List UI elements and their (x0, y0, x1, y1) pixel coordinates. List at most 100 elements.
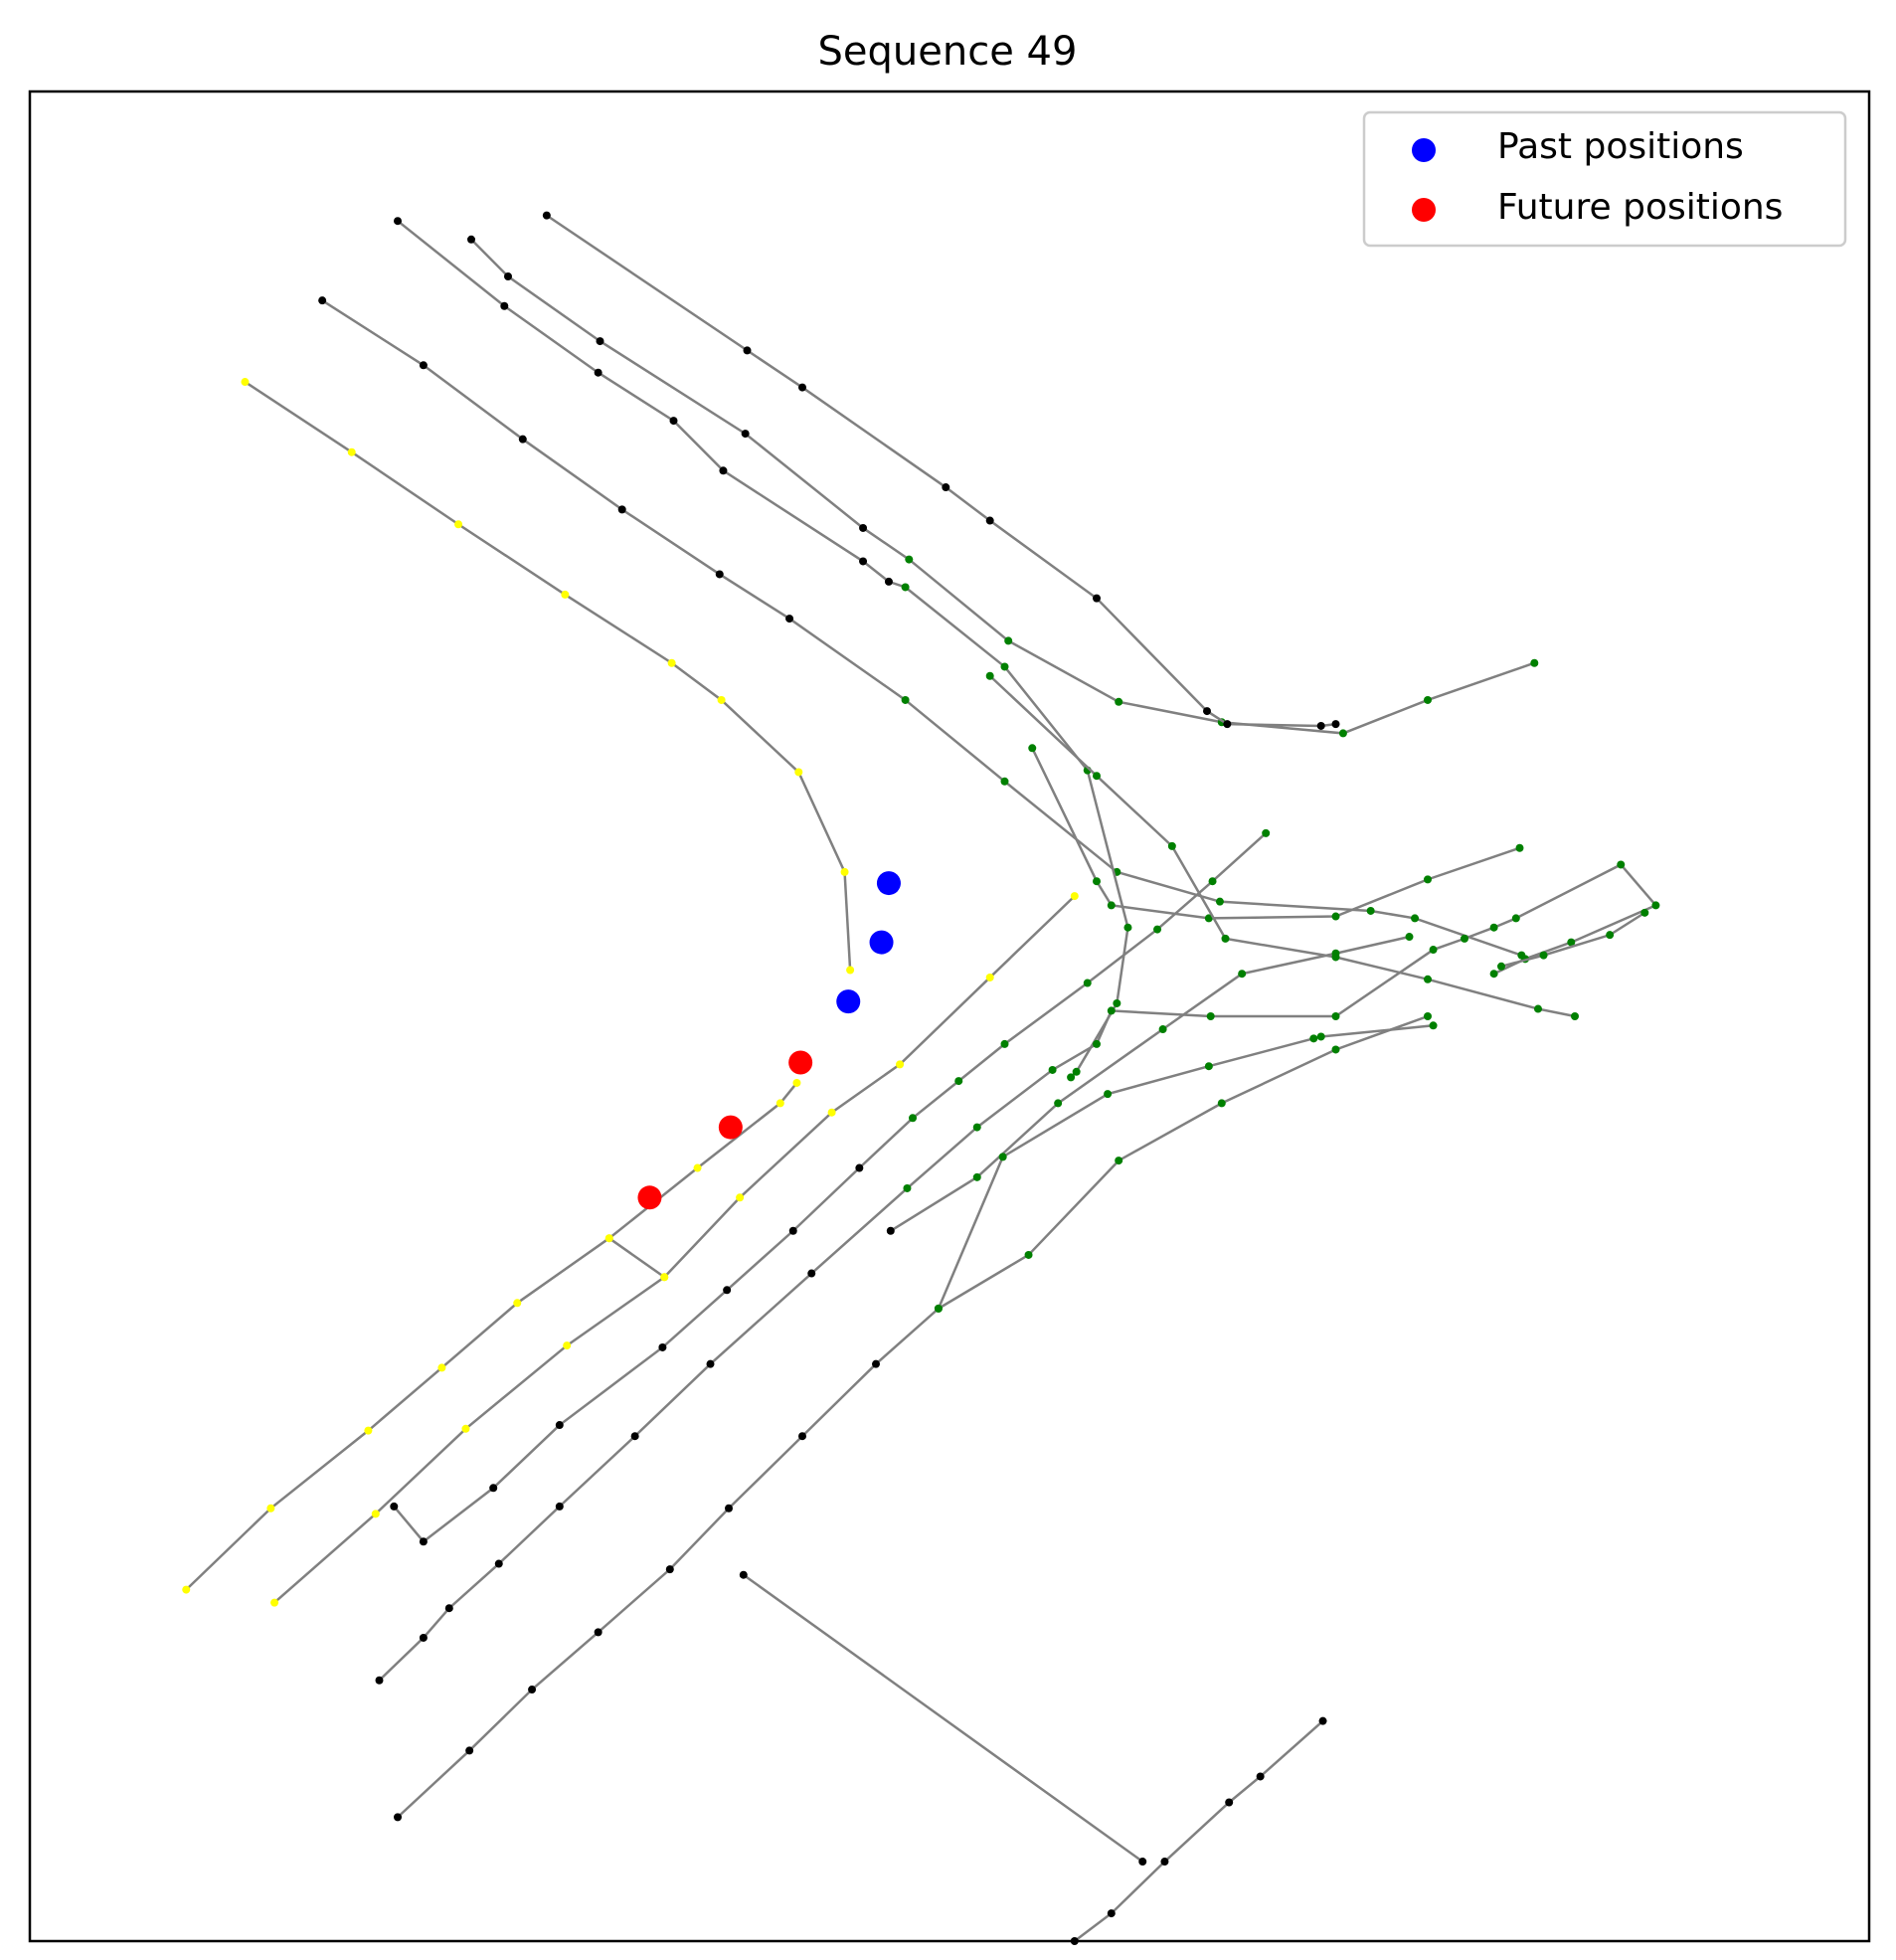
lane-node (1093, 877, 1101, 886)
lane-node (1093, 772, 1101, 781)
legend-box (1362, 110, 1847, 248)
lane-node (942, 483, 950, 492)
lane-node (555, 1502, 564, 1511)
lane-node (318, 296, 327, 305)
lane-node (1204, 1062, 1213, 1071)
lane-node (1515, 843, 1524, 852)
lane-node (1651, 901, 1660, 910)
lane-node (859, 557, 868, 566)
lane-node (1256, 1772, 1265, 1781)
lane-node (1206, 1012, 1215, 1020)
lane-node (1571, 1012, 1579, 1020)
lane-node (998, 1153, 1007, 1161)
lane-node (467, 235, 475, 244)
lane-node (972, 1172, 981, 1181)
lane-node (736, 1193, 745, 1202)
lane-node (1411, 914, 1420, 923)
lane-node (594, 1628, 603, 1637)
lane-node (706, 1359, 715, 1368)
lane-node (266, 1504, 275, 1513)
lane-node (1000, 662, 1009, 671)
lane-node (1028, 744, 1037, 753)
lane-node (903, 1183, 912, 1192)
lane-node (604, 1234, 613, 1243)
lane-polyline (608, 1237, 665, 1279)
lane-node (1424, 1012, 1432, 1020)
lane-polyline (1500, 911, 1645, 968)
lane-node (1115, 697, 1123, 706)
lane-node (419, 1537, 428, 1546)
lane-polyline (988, 674, 1576, 1018)
lane-node (901, 583, 910, 592)
trajectory-points (637, 871, 901, 1210)
lane-node (1160, 1858, 1169, 1867)
lane-node (270, 1598, 279, 1607)
legend-marker-future (1412, 198, 1436, 222)
lane-node (723, 1286, 732, 1295)
lane-node (1217, 1099, 1226, 1108)
lane-node (594, 368, 603, 377)
lane-node (1113, 998, 1121, 1007)
lane-node (1000, 1039, 1009, 1048)
lane-node (1539, 951, 1548, 960)
lane-polyline (378, 862, 1658, 1682)
lane-node (182, 1585, 191, 1594)
lane-node (954, 1077, 963, 1086)
lane-node (596, 337, 604, 346)
lane-node (1424, 875, 1432, 884)
lane-node (1107, 1006, 1116, 1015)
lane-node (1316, 1032, 1325, 1041)
lane-node (1331, 1045, 1340, 1054)
lane-polyline (1031, 747, 1520, 920)
lane-node (1489, 923, 1498, 932)
lane-node (419, 1633, 428, 1642)
lane-node (241, 378, 250, 387)
lane-node (394, 217, 402, 226)
lane-node (985, 516, 994, 525)
lane-node (658, 1342, 667, 1351)
lane-node (1153, 925, 1162, 934)
lane-node (846, 966, 855, 975)
lane-node (1331, 720, 1340, 729)
lane-node (725, 1504, 733, 1513)
lane-node (1204, 914, 1213, 923)
lane-node (437, 1363, 446, 1372)
future-position-point (788, 1050, 813, 1075)
lane-node (555, 1421, 564, 1430)
lane-node (1338, 729, 1347, 738)
lane-node (1024, 1250, 1033, 1259)
lane-node (1107, 901, 1116, 910)
past-position-point (836, 989, 861, 1014)
legend-label-past: Past positions (1497, 126, 1744, 167)
lane-node (741, 430, 750, 439)
past-position-point (876, 871, 901, 896)
lane-node (1238, 970, 1247, 979)
lane-node (364, 1426, 373, 1435)
lane-node (1318, 1716, 1327, 1725)
lane-node (1617, 860, 1626, 869)
past-position-point (869, 930, 894, 955)
lane-node (375, 1676, 384, 1685)
lane-node (985, 671, 994, 680)
lane-node (855, 1163, 864, 1172)
lane-polyline (890, 935, 1410, 1232)
lane-node (859, 523, 868, 532)
lane-node (1461, 934, 1468, 943)
future-position-point (718, 1115, 743, 1140)
lane-graph (182, 211, 1660, 1945)
lane-node (1070, 892, 1079, 901)
lane-node (905, 555, 914, 564)
lane-node (513, 1299, 522, 1308)
lane-node (1070, 1937, 1079, 1945)
lane-node (1158, 1025, 1167, 1034)
lane-node (1115, 1157, 1123, 1165)
lane-node (500, 301, 509, 310)
future-position-point (637, 1185, 662, 1210)
lane-node (1104, 1090, 1113, 1099)
lane-node (1316, 721, 1325, 730)
lane-node (1072, 1067, 1081, 1076)
lane-node (827, 1108, 836, 1117)
lane-node (909, 1114, 917, 1123)
lane-node (776, 1099, 784, 1108)
